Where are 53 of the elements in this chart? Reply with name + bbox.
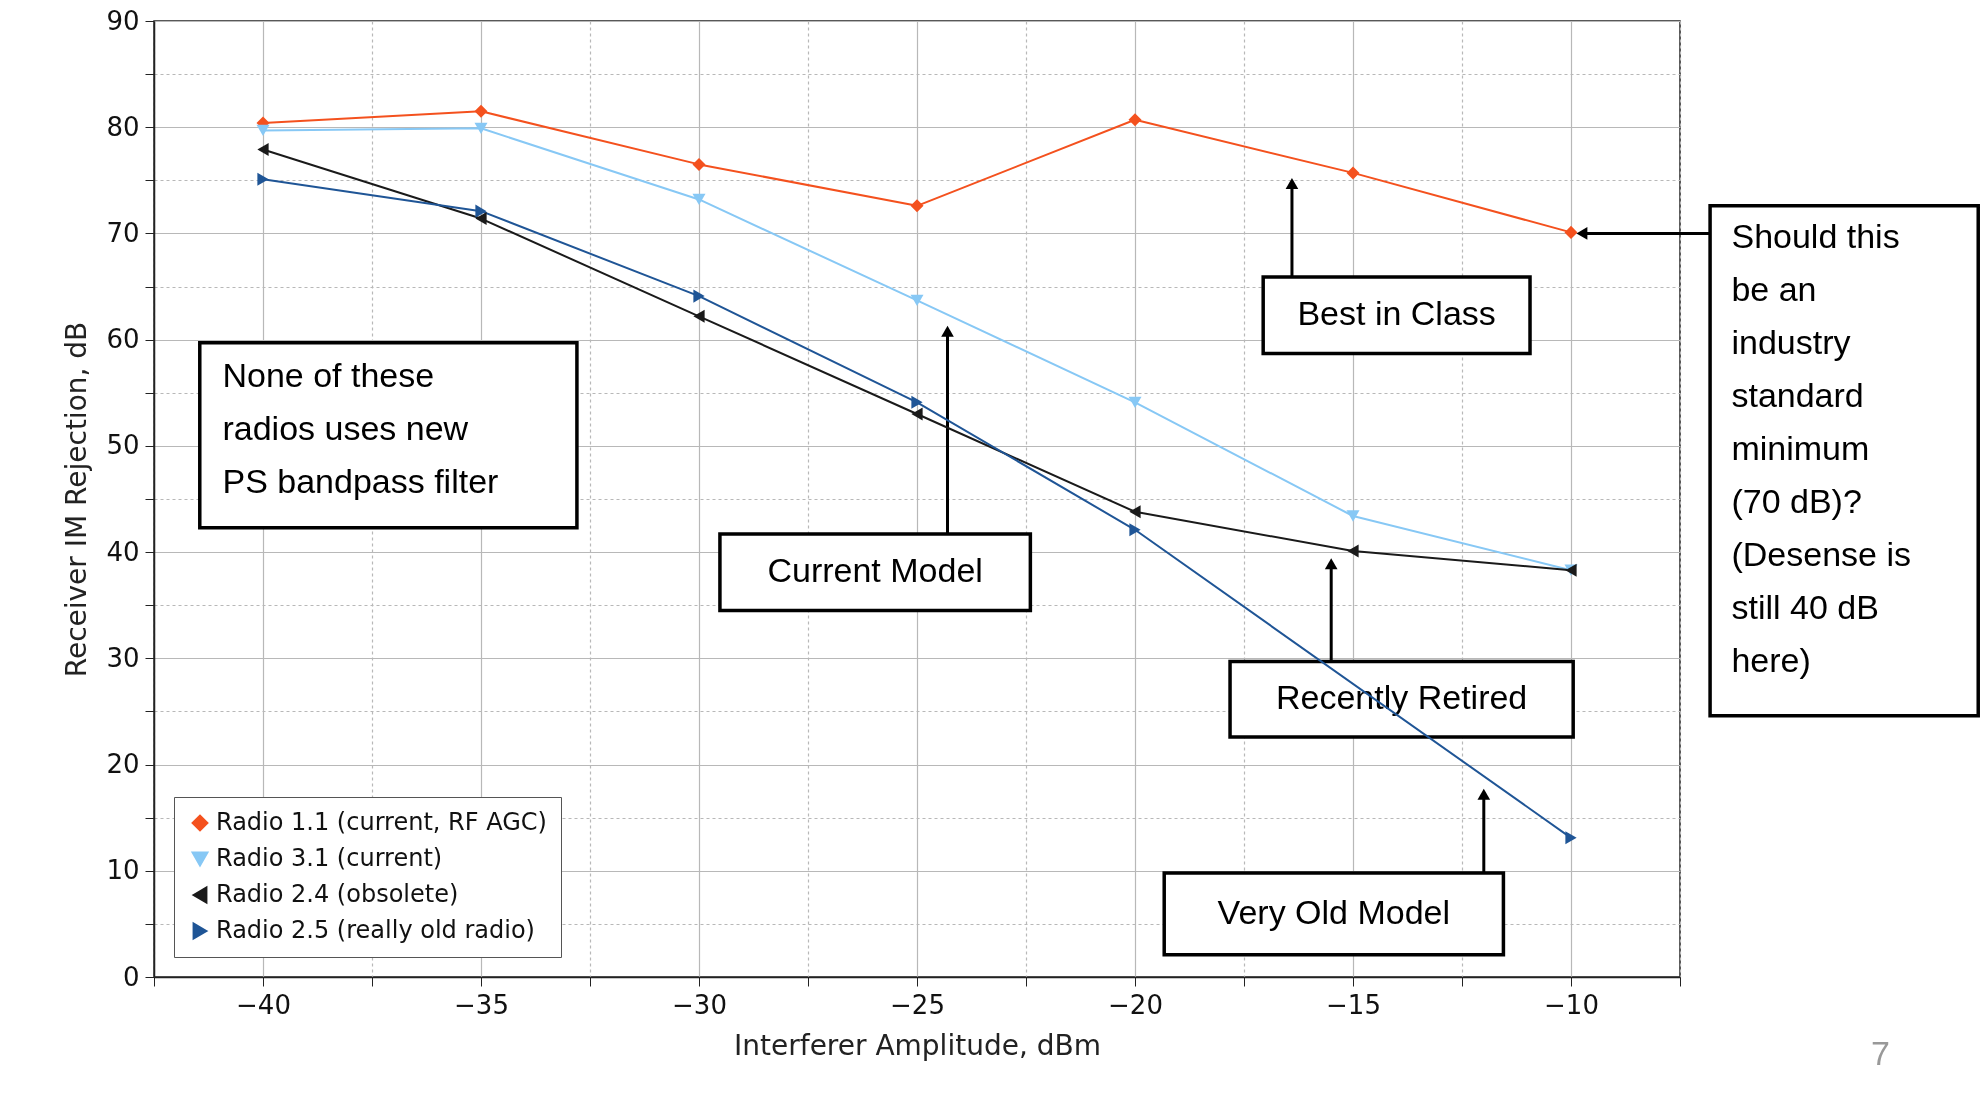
legend-label: Radio 2.4 (obsolete)	[216, 880, 459, 908]
point	[256, 124, 270, 137]
y-tick-label: 0	[122, 961, 140, 992]
y-tick-label: 90	[106, 5, 140, 36]
y-tick-label: 20	[106, 749, 140, 780]
point	[475, 212, 487, 226]
text: 7	[1871, 1033, 1891, 1072]
point	[1129, 505, 1141, 519]
y-tick-label: 40	[106, 536, 140, 567]
y-tick-label: 70	[106, 217, 140, 248]
annotation: None of these radios uses new PS bandpass filter	[222, 355, 499, 500]
x-axis-title: Interferer Amplitude, dBm	[734, 1028, 1101, 1062]
point	[1129, 523, 1141, 537]
y-tick-label: 80	[106, 111, 140, 142]
annotation: Best in Class	[1297, 294, 1496, 333]
point	[475, 204, 487, 218]
point	[911, 395, 923, 409]
point	[692, 157, 706, 171]
x-tick-label: −25	[890, 989, 945, 1020]
point	[910, 199, 924, 213]
annotation: Very Old Model	[1217, 892, 1451, 931]
point	[257, 172, 269, 186]
x-tick-label: −40	[236, 989, 291, 1020]
point	[693, 309, 705, 323]
point	[1346, 166, 1360, 180]
text: Should this be an industry standard minimum (70 dB)? (Desense is still 40 dB here)	[1731, 216, 1911, 679]
point	[693, 289, 705, 303]
y-tick-label: 50	[106, 430, 140, 461]
x-tick-label: −20	[1108, 989, 1163, 1020]
x-tick-label: −15	[1326, 989, 1381, 1020]
point	[257, 143, 269, 157]
y-tick-label: 60	[106, 324, 140, 355]
x-tick-label: −10	[1544, 989, 1599, 1020]
y-tick-label: 30	[106, 642, 140, 673]
point	[474, 122, 488, 134]
x-tick-label: −35	[454, 989, 509, 1020]
point	[1128, 113, 1142, 127]
legend-label: Radio 1.1 (current, RF AGC)	[216, 808, 547, 836]
x-tick-label: −30	[672, 989, 727, 1020]
point	[474, 104, 488, 118]
point	[1346, 510, 1360, 522]
point	[911, 407, 923, 421]
y-axis-title: Receiver IM Rejection, dB	[60, 321, 94, 678]
point	[1128, 396, 1142, 408]
point	[1347, 544, 1359, 558]
legend-label: Radio 2.5 (really old radio)	[216, 916, 535, 944]
point	[692, 193, 706, 206]
legend-label: Radio 3.1 (current)	[216, 844, 443, 872]
point	[910, 294, 924, 307]
y-tick-label: 10	[106, 855, 140, 886]
annotation: Current Model	[767, 551, 983, 590]
point	[1564, 225, 1578, 239]
point	[1565, 831, 1577, 845]
